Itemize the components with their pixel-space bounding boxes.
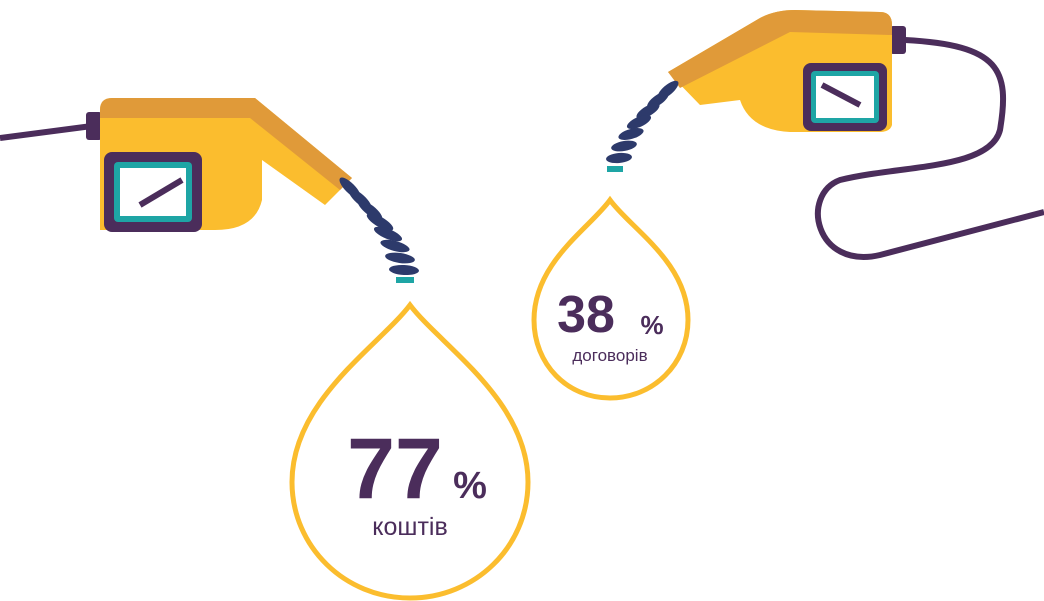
infographic: 77 % коштів 38 % договорів (0, 0, 1044, 601)
hose-ring (610, 139, 637, 153)
right-nozzle (606, 10, 1044, 257)
hose-ring (389, 264, 419, 276)
drop-unit: % (640, 310, 663, 340)
hose-ring (384, 251, 415, 265)
drop-label: договорів (572, 346, 647, 365)
cable-cap (890, 26, 906, 54)
page: 77 % коштів 38 % договорів (() => { cons… (0, 0, 1044, 601)
hose-ring (606, 152, 633, 164)
hose-tip (396, 277, 414, 283)
gauge-face (120, 168, 186, 216)
drop-label: коштів (372, 513, 447, 541)
left-nozzle (0, 98, 419, 283)
cable-cap (86, 112, 102, 140)
hose (606, 78, 682, 164)
drop-value: 77 (347, 421, 443, 517)
drop-unit: % (453, 465, 487, 507)
hose (337, 175, 420, 276)
cable (0, 126, 92, 138)
drop-value: 38 (557, 286, 615, 344)
hose-tip (607, 166, 623, 172)
